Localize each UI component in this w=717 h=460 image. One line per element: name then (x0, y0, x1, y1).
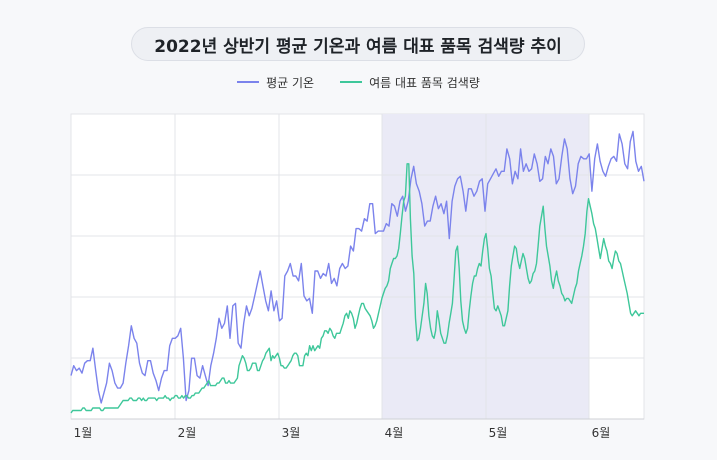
series-line-search (70, 163, 644, 414)
legend-swatch-search (340, 81, 363, 83)
legend-item-search[interactable]: 여름 대표 품목 검색량 (340, 74, 480, 91)
legend-swatch-temperature (237, 81, 260, 83)
x-tick-label: 2월 (178, 426, 197, 440)
x-tick-label: 4월 (385, 426, 404, 440)
series-line-temperature (70, 130, 645, 404)
chart-title: 2022년 상반기 평균 기온과 여름 대표 품목 검색량 추이 (131, 27, 585, 61)
x-tick-label: 1월 (74, 426, 93, 440)
legend-label-search: 여름 대표 품목 검색량 (369, 75, 480, 90)
x-tick-label: 3월 (282, 426, 301, 440)
x-tick-label: 6월 (592, 426, 611, 440)
legend-label-temperature: 평균 기온 (266, 75, 315, 90)
x-tick-label: 5월 (489, 426, 508, 440)
legend: 평균 기온 여름 대표 품목 검색량 (0, 72, 717, 92)
legend-item-temperature[interactable]: 평균 기온 (237, 74, 314, 91)
